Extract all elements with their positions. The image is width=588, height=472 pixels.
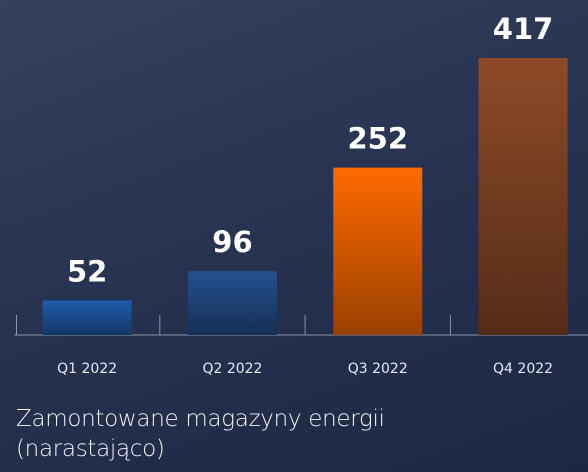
bar [333, 167, 423, 335]
value-label: 252 [347, 122, 408, 156]
value-label: 96 [212, 225, 252, 259]
bar [478, 58, 568, 335]
value-label: 417 [493, 12, 554, 46]
value-label: 52 [67, 254, 107, 288]
chart: 52 Q1 2022 96 Q2 2022 252 Q3 2022 417 Q4 2022 [14, 12, 588, 377]
bar [187, 271, 277, 335]
x-tick-label: Q4 2022 [493, 361, 553, 377]
x-tick-label: Q1 2022 [57, 361, 117, 377]
chart-title: Zamontowane magazyny energii (narastając… [16, 406, 385, 462]
bar [42, 300, 132, 335]
x-tick-label: Q2 2022 [202, 361, 262, 377]
x-tick-label: Q3 2022 [348, 361, 408, 377]
